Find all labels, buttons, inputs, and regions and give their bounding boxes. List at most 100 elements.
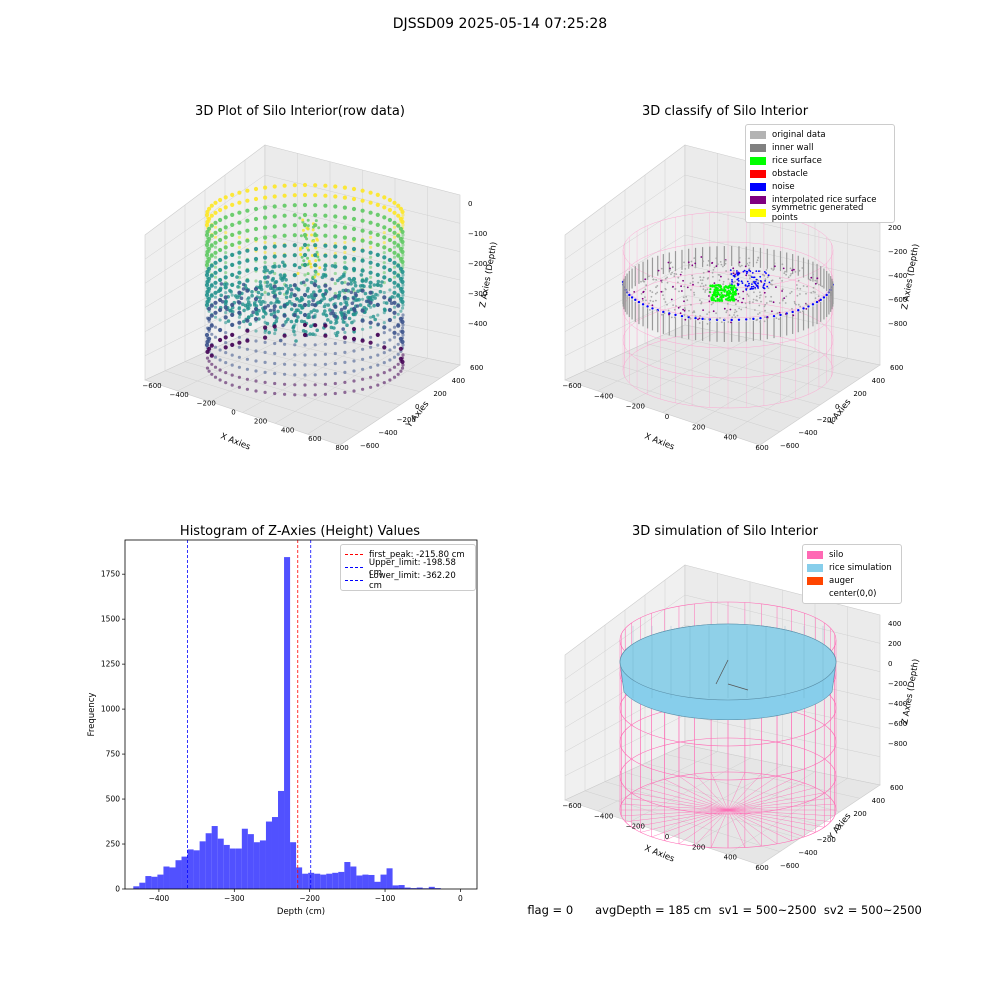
- histogram-bar: [296, 867, 303, 889]
- histogram-bar: [356, 875, 363, 889]
- histogram-legend-line: [345, 567, 363, 568]
- raw-z-tick: −300: [468, 290, 487, 298]
- histogram-x-tick: −400: [149, 894, 170, 903]
- simulation-y-tick: −200: [817, 836, 836, 844]
- histogram-legend-label: first_peak: -215.80 cm: [369, 549, 465, 560]
- histogram-x-tick: −200: [299, 894, 320, 903]
- histogram-bar: [368, 874, 375, 889]
- classify-legend-swatch: [750, 130, 766, 139]
- histogram-bar: [350, 866, 357, 889]
- histogram-bar: [284, 557, 291, 889]
- histogram-y-tick: 1250: [101, 660, 120, 669]
- classify-legend-label: symmetric generated points: [771, 202, 864, 223]
- histogram-bar: [434, 888, 441, 889]
- histogram-bar: [271, 817, 279, 889]
- flag-text: flag = 0: [527, 903, 574, 917]
- raw-z-label: Z Axies (Depth): [478, 241, 499, 308]
- simulation-legend-item: silo: [807, 548, 897, 561]
- classify-legend-label: inner wall: [772, 142, 814, 153]
- classify-legend-label: rice surface: [772, 155, 822, 166]
- simulation-x-tick: −400: [594, 812, 613, 820]
- histogram-bar: [278, 790, 285, 889]
- classify-plot-title: 3D classify of Silo Interior: [641, 104, 809, 119]
- simulation-y-tick: 600: [890, 784, 903, 792]
- histogram-bar: [247, 834, 254, 889]
- histogram-bar: [362, 874, 369, 889]
- histogram-legend-label: Upper_limit: -198.58 cm: [368, 557, 456, 578]
- histogram-bar: [314, 873, 321, 889]
- histogram-x-label: Depth (cm): [277, 907, 325, 917]
- simulation-y-tick: 0: [835, 823, 839, 831]
- simulation-z-tick: −600: [888, 720, 907, 728]
- raw-y-tick: 0: [415, 403, 419, 411]
- classify-x-tick: −600: [562, 382, 581, 390]
- histogram-bar: [398, 885, 405, 889]
- histogram-bar: [133, 886, 140, 889]
- classify-point-cloud: [621, 211, 834, 409]
- simulation-x-tick: 400: [724, 854, 737, 862]
- classify-legend-swatch: [750, 182, 766, 191]
- histogram-legend-label: Lower_limit: -362.20 cm: [368, 570, 456, 591]
- classify-legend-label: original data: [772, 129, 826, 140]
- classify-legend-item: obstacle: [750, 167, 890, 180]
- simulation-z-tick: 200: [888, 640, 901, 648]
- histogram-bar: [380, 874, 387, 889]
- histogram-bar: [193, 850, 200, 889]
- classify-legend-item: noise: [750, 180, 890, 193]
- histogram-y-tick: 500: [106, 795, 121, 804]
- histogram-y-tick: 1750: [101, 570, 120, 579]
- raw-point-cloud: [204, 182, 405, 397]
- simulation-legend: silo rice simulation auger center(0,0): [802, 544, 902, 604]
- simulation-legend-label: center(0,0): [829, 588, 877, 599]
- raw-x-tick: 200: [254, 417, 267, 425]
- classify-y-tick: 600: [890, 364, 903, 372]
- histogram-bar: [163, 866, 170, 889]
- simulation-legend-swatch: [807, 576, 823, 585]
- classify-legend: original data inner wall rice surface obsta…: [745, 124, 895, 223]
- histogram-y-tick: 0: [115, 885, 120, 894]
- simulation-z-tick: −800: [888, 740, 907, 748]
- classify-legend-swatch: [750, 208, 766, 217]
- histogram-legend-item: first_peak: -215.80 cm: [345, 548, 471, 561]
- histogram-bar: [253, 842, 260, 889]
- histogram-bar: [199, 841, 206, 889]
- histogram-bar: [386, 868, 393, 889]
- simulation-legend-swatch: [807, 589, 823, 598]
- raw-x-tick: −600: [142, 382, 161, 390]
- classify-z-tick: 200: [888, 224, 901, 232]
- histogram-bar: [187, 849, 194, 889]
- histogram-y-tick: 250: [106, 840, 121, 849]
- histogram-bar: [290, 842, 297, 889]
- histogram-bar: [416, 887, 423, 889]
- classify-legend-item: rice surface: [750, 154, 890, 167]
- raw-x-tick: 800: [335, 444, 348, 452]
- raw-x-tick: 400: [281, 426, 294, 434]
- simulation-legend-label: silo: [829, 549, 844, 560]
- classify-legend-swatch: [750, 195, 766, 204]
- histogram-legend-line: [345, 580, 363, 581]
- simulation-legend-item: center(0,0): [807, 587, 897, 600]
- histogram-bar: [265, 821, 272, 889]
- histogram-y-tick: 750: [106, 750, 121, 759]
- raw-z-tick: −100: [468, 230, 487, 238]
- raw-axes-frame: [144, 144, 461, 446]
- simulation-legend-item: auger: [807, 574, 897, 587]
- histogram-axes: [124, 539, 478, 890]
- histogram-bar: [404, 887, 411, 889]
- histogram-bar: [392, 885, 399, 889]
- histogram-legend: first_peak: -215.80 cm Upper_limit: -198.…: [340, 544, 476, 591]
- histogram-y-tick: 1000: [101, 705, 120, 714]
- simulation-x-label: X Axies: [643, 844, 676, 865]
- histogram-bar: [326, 873, 333, 889]
- raw-y-tick: 600: [470, 364, 483, 372]
- simulation-x-tick: 0: [665, 833, 669, 841]
- classify-legend-label: obstacle: [772, 168, 808, 179]
- classify-y-tick: 400: [872, 377, 885, 385]
- avg-depth-text: avgDepth = 185 cm: [595, 903, 712, 917]
- histogram-legend-item: Upper_limit: -198.58 cm: [345, 558, 471, 578]
- histogram-bar: [308, 872, 315, 889]
- classify-y-label: Y Axies: [826, 397, 854, 429]
- histogram-bar: [205, 833, 212, 889]
- figure-title: DJSSD09 2025-05-14 07:25:28: [392, 16, 608, 32]
- simulation-z-tick: −200: [888, 680, 907, 688]
